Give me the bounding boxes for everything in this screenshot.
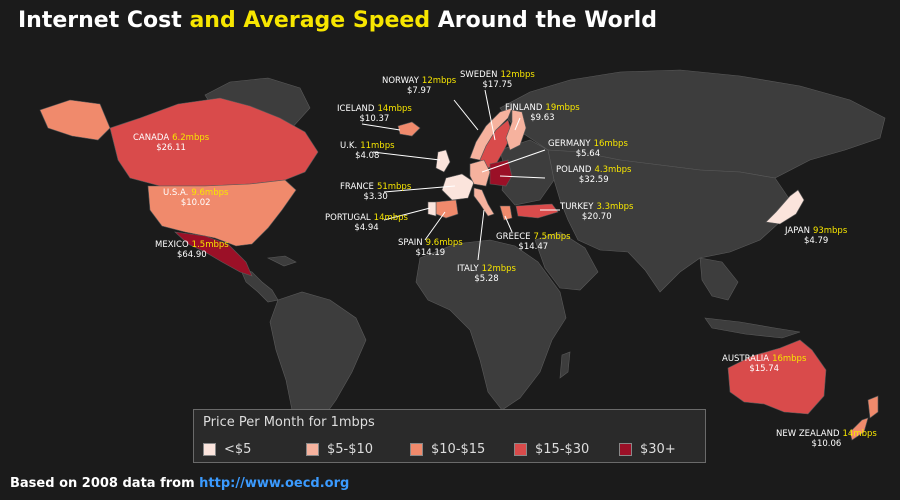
legend-item-15-30: $15-$30	[514, 441, 589, 457]
country-france	[441, 173, 475, 201]
country-finland	[505, 109, 527, 151]
label-usa: U.S.A. 9.6mbps $10.02	[163, 188, 229, 208]
leader-sweden	[484, 89, 496, 141]
leader-spain	[424, 211, 446, 241]
label-japan: JAPAN 93mbps $4.79	[785, 226, 848, 246]
label-portugal: PORTUGAL 14mbps $4.94	[325, 213, 408, 233]
country-mexico	[174, 231, 253, 277]
leader-iceland	[361, 123, 401, 131]
leader-uk	[372, 151, 441, 161]
country-italy	[473, 187, 495, 217]
land-southeast-asia	[699, 257, 739, 301]
country-turkey	[515, 203, 559, 219]
label-finland: FINLAND 19mbps $9.63	[505, 103, 580, 123]
country-greece	[499, 205, 513, 221]
leader-portugal	[383, 207, 431, 221]
legend-swatch	[619, 442, 632, 456]
title-part2: Around the World	[430, 8, 657, 33]
land-madagascar	[559, 351, 571, 379]
country-usa-alaska	[39, 99, 111, 141]
label-mexico: MEXICO 1.5mbps $64.90	[155, 240, 229, 260]
legend-swatch	[410, 442, 423, 456]
leader-france	[383, 185, 456, 193]
legend-label: $5-$10	[327, 441, 374, 457]
legend-swatch	[514, 442, 527, 456]
land-indonesia	[704, 317, 801, 339]
leader-finland	[514, 117, 521, 131]
label-poland: POLAND 4.3mbps $32.59	[556, 165, 632, 185]
country-japan	[765, 189, 805, 225]
footer-text: Based on 2008 data from	[10, 476, 200, 491]
country-iceland	[397, 121, 421, 137]
country-spain	[435, 199, 459, 219]
label-australia: AUSTRALIA 16mbps $15.74	[722, 354, 807, 374]
label-canada: CANADA 6.2mbps $26.11	[133, 133, 210, 153]
label-germany: GERMANY 16mbps $5.64	[548, 139, 628, 159]
leader-norway	[453, 99, 479, 131]
label-sweden: SWEDEN 12mbps $17.75	[460, 70, 535, 90]
country-canada	[109, 97, 319, 187]
legend-item-10-15: $10-$15	[410, 441, 485, 457]
title-highlight: and Average Speed	[189, 8, 431, 33]
legend-label: $15-$30	[535, 441, 590, 457]
map-title: Internet Cost and Average Speed Around t…	[18, 8, 657, 33]
country-usa	[147, 179, 297, 247]
legend-title: Price Per Month for 1mbps	[203, 415, 375, 430]
oecd-link[interactable]: http://www.oecd.org	[199, 476, 350, 491]
legend-item-lt5: <$5	[203, 441, 251, 457]
leader-greece	[504, 215, 513, 233]
label-italy: ITALY 12mbps $5.28	[457, 264, 516, 284]
country-portugal	[427, 201, 437, 217]
source-footer: Based on 2008 data from http://www.oecd.…	[10, 476, 349, 491]
label-norway: NORWAY 12mbps $7.97	[382, 76, 457, 96]
label-uk: U.K. 11mbps $4.08	[340, 141, 395, 161]
label-france: FRANCE 51mbps $3.30	[340, 182, 412, 202]
land-central-asia	[547, 149, 791, 293]
legend-swatch	[203, 442, 216, 456]
land-arabia	[534, 231, 599, 291]
legend-label: <$5	[224, 441, 252, 457]
leader-germany	[481, 149, 546, 173]
land-africa	[415, 239, 567, 411]
legend-item-5-10: $5-$10	[306, 441, 373, 457]
legend-swatch	[306, 442, 319, 456]
legend-label: $10-$15	[431, 441, 486, 457]
country-poland	[489, 159, 513, 187]
legend-label: $30+	[640, 441, 676, 457]
country-uk	[435, 149, 451, 173]
title-part1: Internet Cost	[18, 8, 190, 33]
leader-italy	[477, 209, 485, 261]
country-australia	[727, 339, 827, 415]
label-turkey: TURKEY 3.3mbps $20.70	[560, 202, 634, 222]
country-germany	[469, 159, 491, 187]
label-spain: SPAIN 9.6mbps $14.19	[398, 238, 463, 258]
price-legend: Price Per Month for 1mbps <$5 $5-$10 $10…	[193, 409, 706, 463]
land-caribbean	[266, 255, 297, 267]
country-new-zealand	[849, 395, 879, 441]
label-new-zealand: NEW ZEALAND 14mbps $10.06	[776, 429, 877, 449]
leader-poland	[499, 175, 546, 179]
legend-item-gt30: $30+	[619, 441, 676, 457]
label-iceland: ICELAND 14mbps $10.37	[337, 104, 412, 124]
label-greece: GREECE 7.5mbps $14.47	[496, 232, 571, 252]
